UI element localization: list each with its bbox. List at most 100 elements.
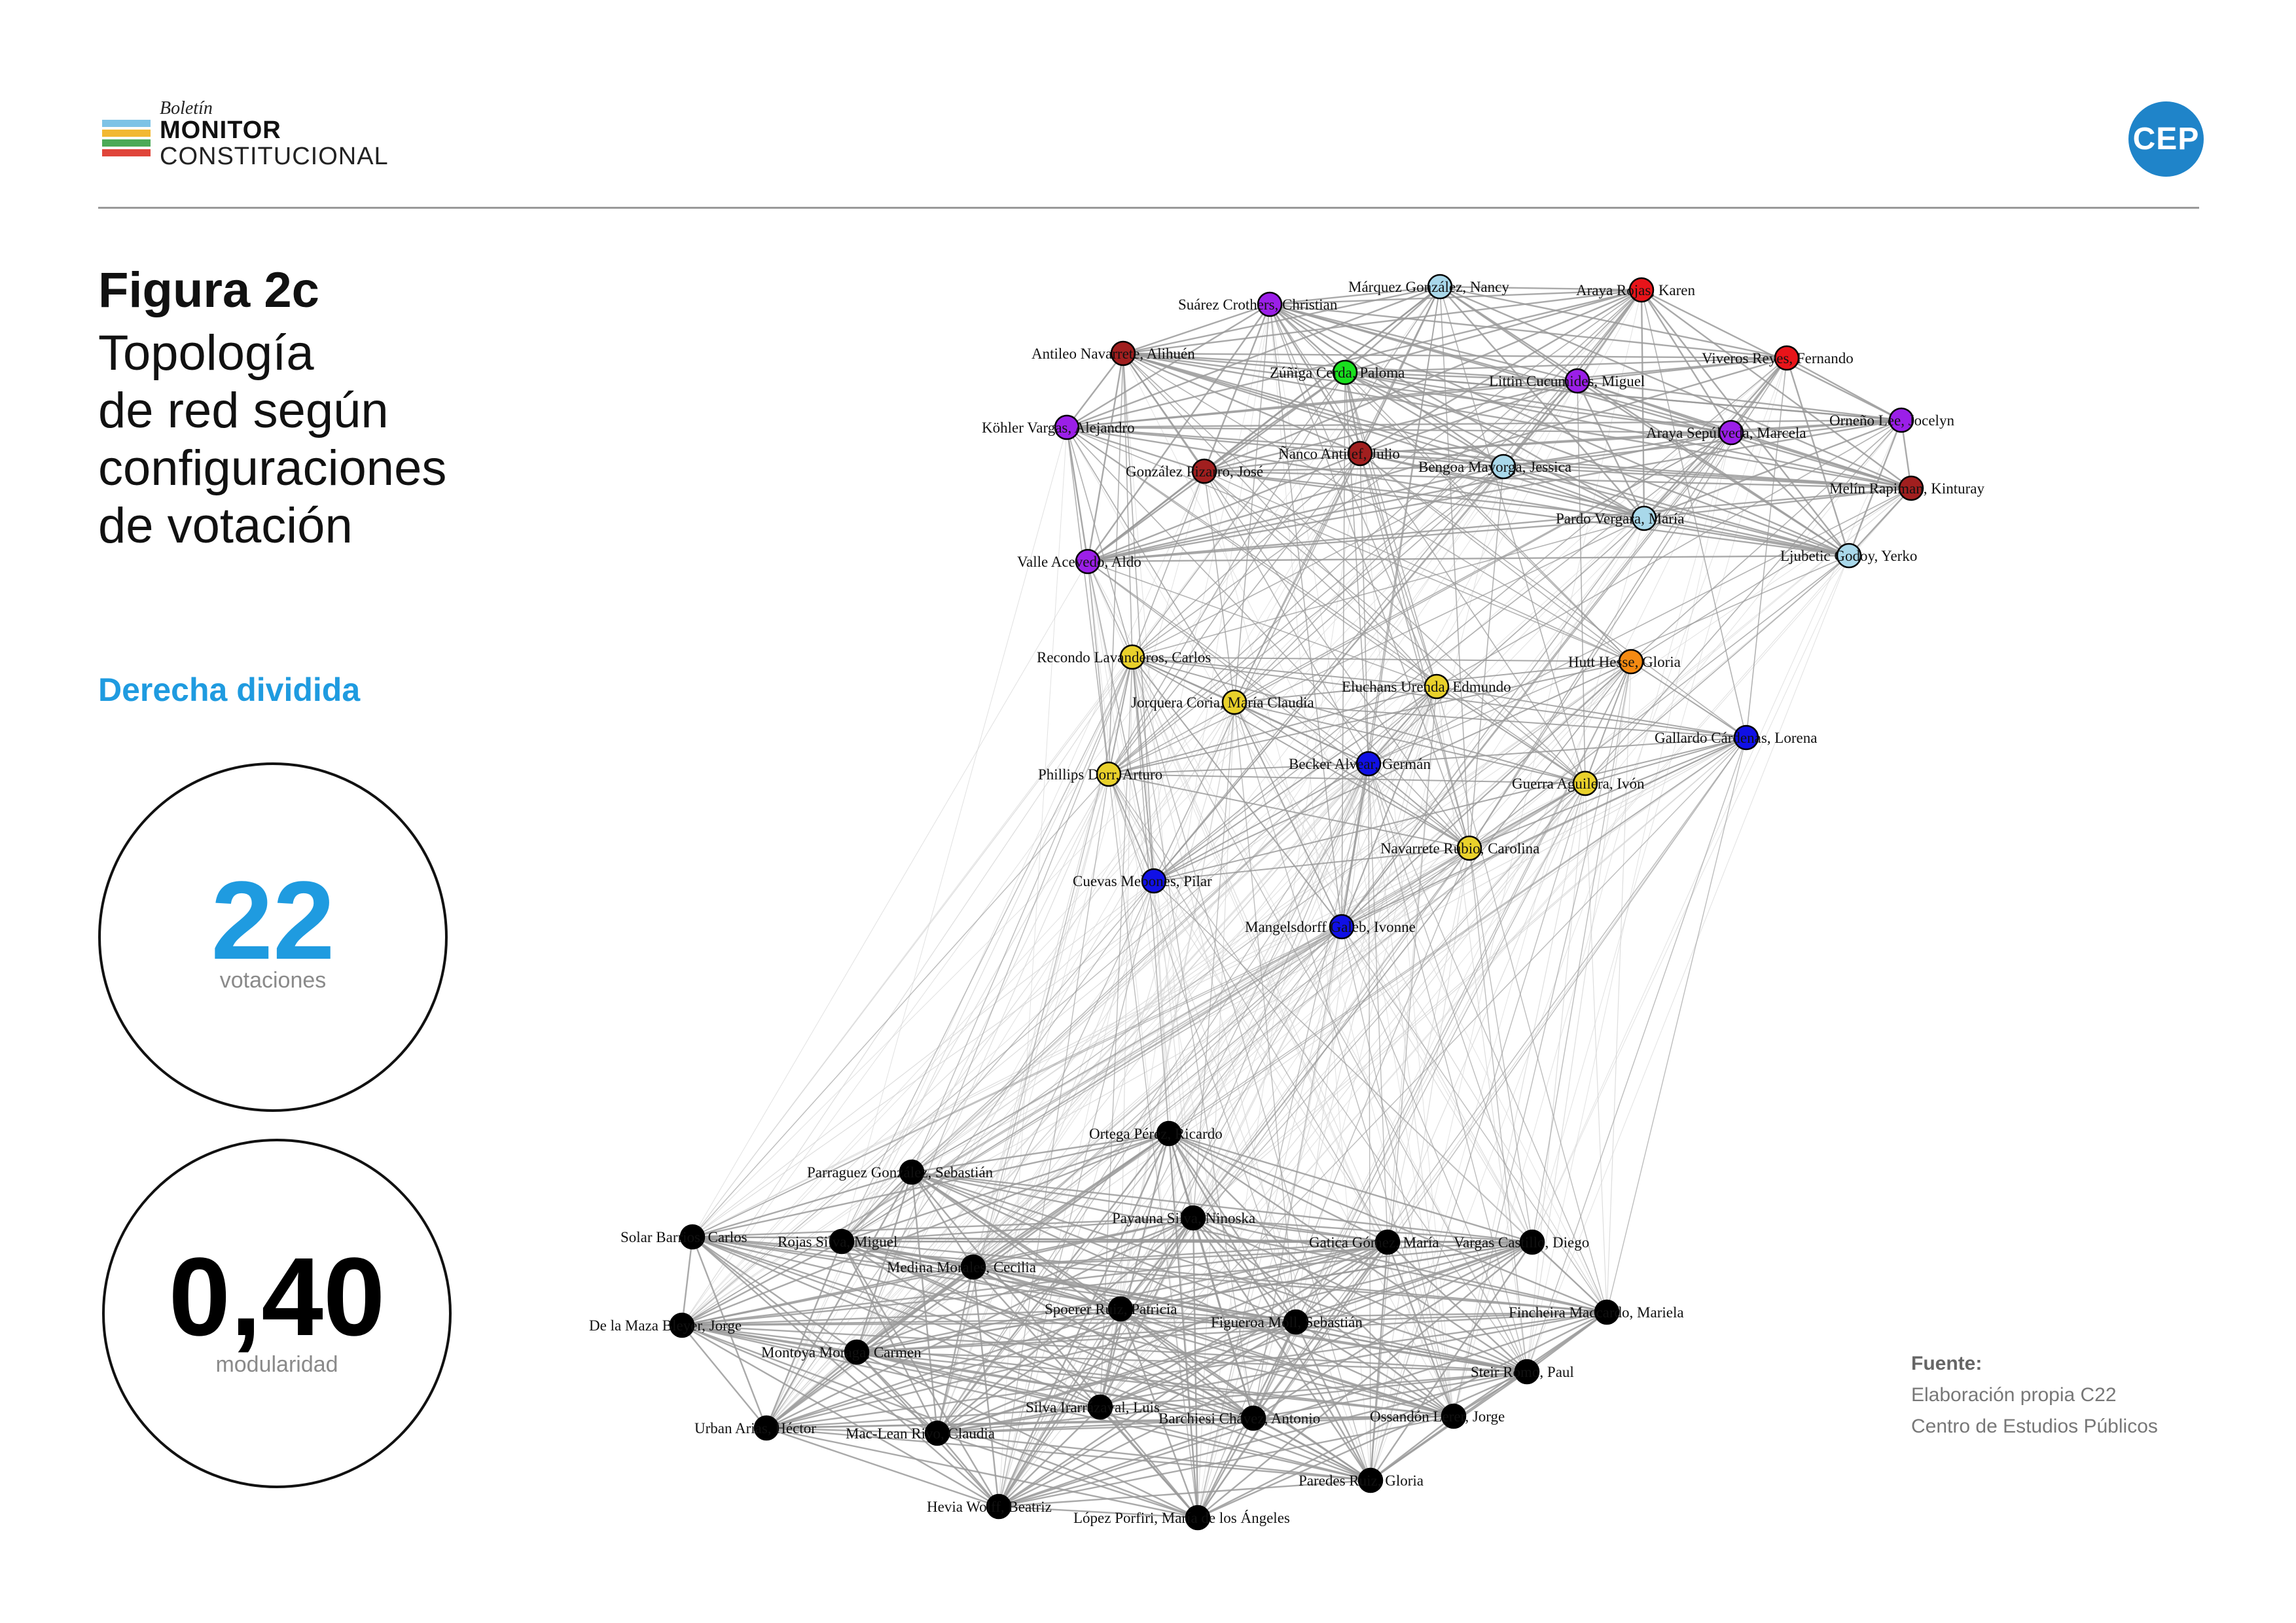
network-node (829, 1228, 855, 1255)
network-edge (937, 702, 1235, 1434)
network-node (1054, 414, 1080, 440)
network-edge (1359, 380, 1578, 455)
network-edge (1193, 1217, 1388, 1243)
network-edge (692, 1217, 1194, 1238)
network-edge (1269, 285, 1441, 306)
network-edge (1122, 353, 1632, 662)
network-edge (998, 783, 1586, 1507)
network-edge (766, 1427, 999, 1508)
network-edge (1269, 304, 1342, 927)
network-edge (1120, 1308, 1297, 1323)
network-edge (1641, 289, 1912, 489)
network-edge (1153, 847, 1470, 882)
network-edge (1234, 702, 1470, 849)
node-label: Phillips Dorr, Arturo (1038, 766, 1162, 783)
network-edge (1087, 431, 1732, 563)
network-edge (1848, 488, 1912, 556)
network-edge (1204, 289, 1642, 473)
network-edge (1168, 1132, 1388, 1243)
network-edge (1234, 466, 1504, 703)
network-edge (937, 926, 1342, 1434)
network-edge (911, 1171, 1297, 1323)
network-edge (1453, 1370, 1528, 1418)
network-edge (1269, 304, 1346, 373)
network-edge (681, 656, 1133, 1326)
network-edge (856, 1351, 1454, 1418)
network-edge (1193, 702, 1235, 1219)
network-edge (1108, 380, 1578, 775)
network-edge (1066, 427, 1437, 687)
network-edge (1168, 555, 1850, 1134)
network-edge (937, 1406, 1101, 1435)
network-edge (1168, 1133, 1372, 1481)
network-edge (1295, 661, 1632, 1323)
network-edge (998, 1370, 1528, 1508)
network-edge (1269, 303, 1787, 359)
node-label: Melín Rapiman, Kinturay (1829, 480, 1984, 497)
network-edge (1197, 1311, 1607, 1519)
network-edge (1453, 661, 1632, 1417)
network-edge (1122, 352, 1361, 455)
network-edge (1269, 303, 1645, 520)
network-edge (1368, 518, 1645, 764)
network-edge (1197, 763, 1369, 1518)
network-edge (1344, 371, 1850, 557)
network-edge (1204, 471, 1454, 1417)
network-edge (856, 926, 1342, 1353)
node-label: Gatica Gómez, María (1309, 1234, 1439, 1251)
network-edge (1295, 783, 1586, 1323)
node-label: Jorquera Coria, María Claudia (1131, 694, 1314, 711)
network-edge (1344, 286, 1441, 373)
network-edge (856, 1351, 1198, 1519)
network-edge (1585, 555, 1850, 784)
subtitle-line: de red según (98, 383, 389, 438)
network-edge (972, 1266, 1000, 1507)
network-edge (998, 1406, 1101, 1507)
network-edge (937, 686, 1437, 1434)
network-edge (1168, 1133, 1199, 1518)
network-edge (1204, 470, 1645, 520)
network-edge (1387, 686, 1437, 1243)
network-node (844, 1339, 870, 1365)
network-node (1774, 345, 1800, 371)
network-edge (1253, 783, 1586, 1419)
network-edge (1577, 380, 1586, 784)
network-edge (1108, 774, 1297, 1323)
network-node (1283, 1309, 1309, 1335)
network-edge (1643, 487, 1912, 520)
network-edge (1193, 1217, 1533, 1243)
network-edge (1341, 926, 1533, 1243)
network-edge (841, 686, 1437, 1242)
source-title: Fuente: (1911, 1353, 1982, 1374)
network-edge (1439, 285, 1642, 291)
network-edge (1503, 431, 1732, 468)
network-edge (1087, 561, 1109, 775)
network-edge (1066, 426, 1205, 473)
network-edge (1193, 847, 1470, 1219)
network-edge (1108, 656, 1133, 775)
network-edge (766, 880, 1155, 1429)
node-label: Viveros Reyes, Fernando (1702, 350, 1854, 366)
network-edge (937, 1433, 999, 1507)
network-edge (1122, 353, 1437, 687)
node-label: Barchiesi Chávez, Antonio (1158, 1410, 1320, 1427)
network-edge (1359, 453, 1369, 764)
network-node (1119, 644, 1145, 670)
network-edge (1204, 470, 1850, 557)
logo-main-text: MONITOR (160, 116, 281, 144)
network-edge (681, 466, 1504, 1326)
network-node (1441, 1403, 1467, 1429)
network-edge (1269, 304, 1470, 849)
network-edge (1108, 353, 1124, 775)
network-edge (1087, 561, 1437, 687)
network-edge (998, 1505, 1198, 1519)
network-edge (681, 1325, 767, 1429)
network-edge (1234, 702, 1369, 764)
modularity-stat-circle: 0,40 modularidad (102, 1139, 452, 1488)
network-node (1374, 1229, 1401, 1255)
node-label: Márquez González, Nancy (1348, 279, 1509, 295)
network-edge (841, 661, 1632, 1242)
network-edge (973, 1241, 1388, 1268)
network-edge (998, 304, 1270, 1507)
